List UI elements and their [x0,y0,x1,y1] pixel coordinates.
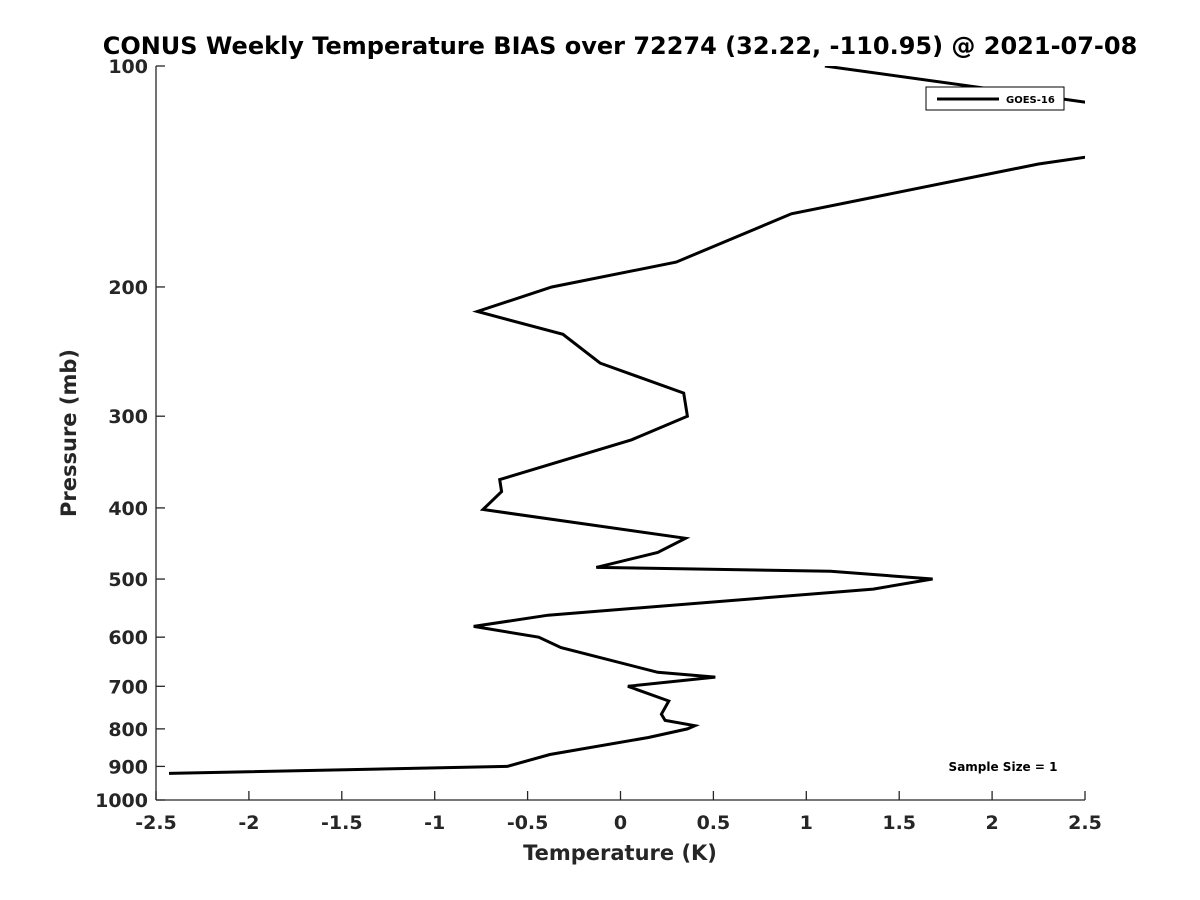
plot-series-layer [168,66,1085,775]
y-tick-label: 700 [108,676,148,698]
y-tick-label: 900 [108,756,148,778]
y-axis-ticks: 100 200 300 400 500 600 700 800 900 1000 [95,56,165,812]
x-tick-label: 2.5 [1068,812,1102,834]
sample-size-annotation: Sample Size = 1 [949,760,1058,774]
x-tick-label: -2 [238,812,259,834]
y-tick-label: 800 [108,719,148,741]
plot-area [156,66,1085,800]
y-tick-label: 100 [108,56,148,78]
x-tick-label: -0.5 [507,812,549,834]
x-tick-label: -1 [424,812,445,834]
x-tick-label: -2.5 [135,812,177,834]
series-line-goes-16 [168,66,1085,775]
x-tick-label: 2 [985,812,998,834]
y-tick-label: 300 [108,406,148,428]
y-tick-label: 500 [108,569,148,591]
y-tick-label: 200 [108,277,148,299]
y-tick-label: 1000 [95,790,148,812]
x-tick-label: 1.5 [882,812,916,834]
x-axis-ticks: -2.5 -2 -1.5 -1 -0.5 0 0.5 1 1.5 2 2.5 [135,791,1102,834]
chart-title: CONUS Weekly Temperature BIAS over 72274… [103,32,1138,60]
x-tick-label: 1 [800,812,813,834]
y-tick-label: 600 [108,627,148,649]
y-tick-label: 400 [108,498,148,520]
y-axis-label: Pressure (mb) [57,349,81,517]
x-tick-label: -1.5 [321,812,363,834]
x-tick-label: 0.5 [697,812,731,834]
legend: GOES-16 [925,86,1065,111]
x-axis-label: Temperature (K) [523,841,717,865]
legend-label-goes-16: GOES-16 [1006,95,1055,106]
x-tick-label: 0 [614,812,627,834]
